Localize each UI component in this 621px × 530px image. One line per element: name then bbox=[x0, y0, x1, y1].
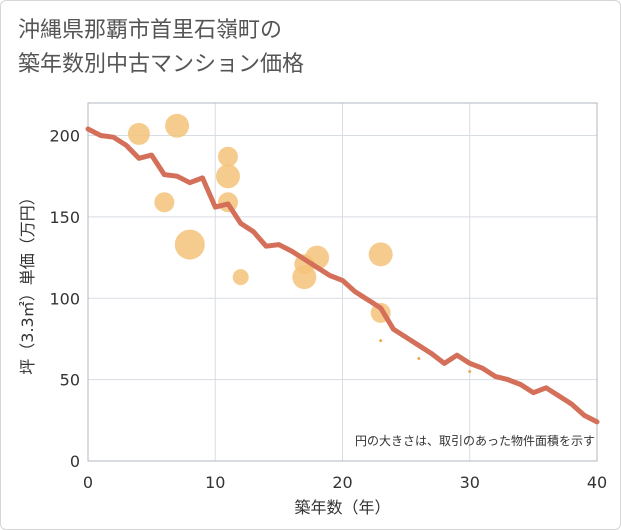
y-tick-label: 150 bbox=[49, 208, 80, 227]
size-note: 円の大きさは、取引のあった物件面積を示す bbox=[355, 433, 595, 448]
bubble-point bbox=[217, 146, 238, 167]
trend-line bbox=[85, 126, 600, 425]
bubble-point bbox=[468, 370, 472, 373]
y-tick-label: 50 bbox=[60, 371, 80, 390]
tick-labels: 0 10 20 30 40 0 50 100 150 200 bbox=[49, 127, 607, 492]
bubble-series bbox=[127, 113, 472, 373]
bubble-point bbox=[154, 192, 175, 213]
bubble-point bbox=[215, 164, 240, 189]
y-axis-label: 坪（3.3㎡）単価（万円） bbox=[18, 189, 37, 374]
y-tick-label: 200 bbox=[49, 127, 80, 146]
title-line-2: 築年数別中古マンション価格 bbox=[18, 52, 305, 77]
bubble-point bbox=[368, 242, 393, 267]
x-tick-label: 10 bbox=[205, 473, 225, 492]
bubble-point bbox=[165, 113, 190, 138]
bubble-point bbox=[379, 339, 383, 343]
title-line-1: 沖縄県那覇市首里石嶺町の bbox=[18, 18, 283, 43]
y-tick-label: 100 bbox=[49, 289, 80, 308]
x-tick-label: 0 bbox=[83, 473, 93, 492]
x-tick-label: 40 bbox=[587, 473, 607, 492]
x-tick-label: 30 bbox=[460, 473, 480, 492]
bubble-point bbox=[127, 122, 150, 145]
plot-border bbox=[87, 102, 598, 462]
bubble-point bbox=[174, 229, 205, 260]
y-tick-label: 0 bbox=[70, 452, 80, 471]
chart-title: 沖縄県那覇市首里石嶺町の 築年数別中古マンション価格 bbox=[18, 14, 304, 82]
x-tick-label: 20 bbox=[332, 473, 352, 492]
x-axis-label: 築年数（年） bbox=[294, 498, 390, 517]
bubble-point bbox=[417, 356, 421, 360]
bubble-point bbox=[232, 269, 249, 286]
